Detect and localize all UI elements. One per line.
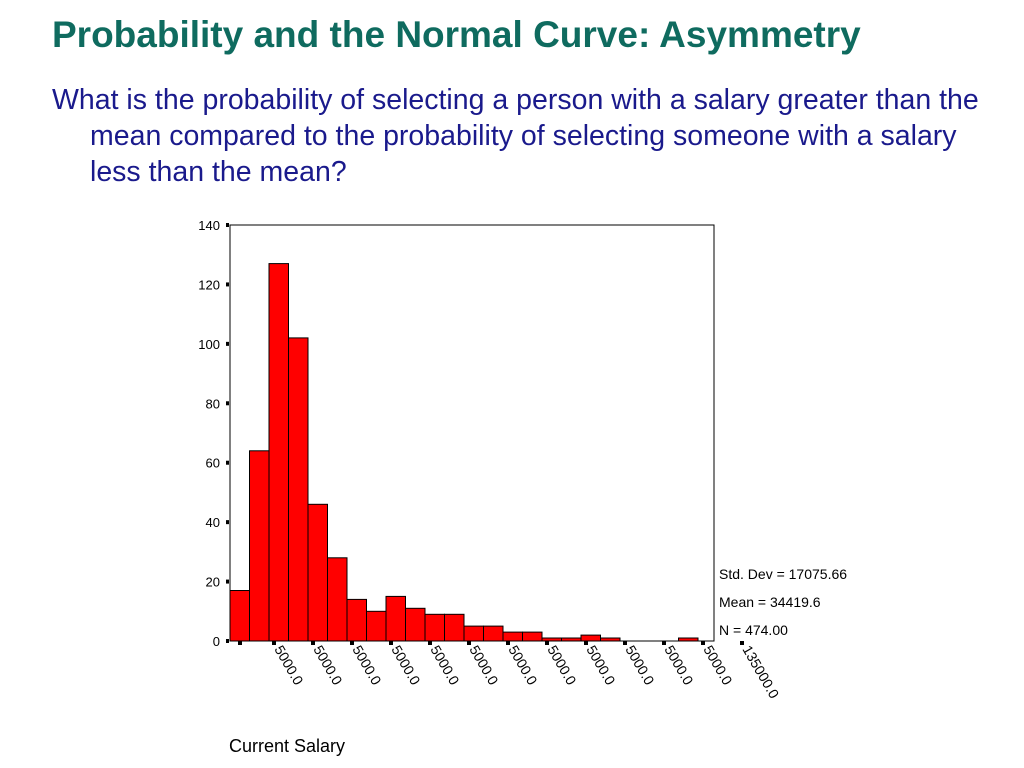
stats-box: Std. Dev = 17075.66 Mean = 34419.6 N = 4… (719, 565, 847, 649)
y-tick-label: 60 (206, 456, 220, 471)
question-text: What is the probability of selecting a p… (52, 84, 979, 188)
stat-std-dev: Std. Dev = 17075.66 (719, 566, 848, 582)
x-tick-mark (623, 641, 627, 645)
histogram-bar (561, 637, 582, 642)
x-tick-label: 5000.0 (427, 643, 462, 688)
y-tick-label: 80 (206, 396, 220, 411)
y-tick-label: 0 (213, 634, 220, 649)
x-tick-label: 5000.0 (388, 643, 423, 688)
stat-mean: Mean = 34419.6 (719, 594, 821, 610)
x-tick-label: 5000.0 (505, 643, 540, 688)
x-tick-mark (584, 641, 588, 645)
x-tick-label: 5000.0 (700, 643, 735, 688)
histogram-bar (424, 613, 445, 642)
histogram-bar (288, 337, 309, 642)
y-tick-label: 40 (206, 515, 220, 530)
histogram-bar (678, 637, 699, 642)
histogram-bar (249, 450, 270, 642)
histogram-bar (385, 595, 406, 642)
histogram-bar (444, 613, 465, 642)
histogram-bar (268, 263, 289, 642)
x-tick-mark (740, 641, 744, 645)
x-tick-label: 135000.0 (739, 643, 782, 702)
x-tick-mark (467, 641, 471, 645)
y-tick-mark (226, 460, 229, 465)
y-tick-mark (226, 579, 229, 584)
x-tick-mark (428, 641, 432, 645)
y-tick-mark (226, 401, 229, 406)
x-tick-mark (272, 641, 276, 645)
histogram-bar (541, 637, 562, 642)
histogram-bar (580, 634, 601, 642)
histogram-bar (327, 557, 348, 642)
histogram-bar (366, 610, 387, 642)
x-tick-label: 5000.0 (544, 643, 579, 688)
x-tick-mark (389, 641, 393, 645)
x-tick-label: 5000.0 (310, 643, 345, 688)
y-tick-label: 100 (198, 337, 220, 352)
y-tick-mark (226, 639, 229, 643)
x-tick-label: 5000.0 (583, 643, 618, 688)
y-tick-mark (226, 520, 229, 525)
x-tick-mark (506, 641, 510, 645)
x-tick-label: 5000.0 (661, 643, 696, 688)
x-tick-mark (545, 641, 549, 645)
x-tick-mark (662, 641, 666, 645)
slide-title: Probability and the Normal Curve: Asymme… (52, 14, 861, 55)
y-tick-mark (226, 341, 229, 346)
y-tick-mark (226, 223, 229, 227)
y-tick-mark (226, 282, 229, 287)
histogram-bar (502, 631, 523, 642)
histogram-bar (307, 503, 328, 642)
y-tick-label: 20 (206, 575, 220, 590)
histogram-bar (483, 625, 504, 642)
x-tick-label: 5000.0 (349, 643, 384, 688)
histogram-bar (463, 625, 484, 642)
x-axis-title: Current Salary (229, 736, 346, 756)
histogram-bar (405, 607, 426, 642)
x-tick-label: 5000.0 (466, 643, 501, 688)
x-tick-mark (701, 641, 705, 645)
histogram-bar (346, 598, 367, 642)
stat-n: N = 474.00 (719, 622, 788, 638)
y-tick-label: 140 (198, 218, 220, 233)
y-tick-label: 120 (198, 277, 220, 292)
histogram-bar (522, 631, 543, 642)
x-tick-mark (238, 641, 242, 645)
x-tick-label: 5000.0 (271, 643, 306, 688)
histogram-bar (600, 637, 621, 642)
x-tick-mark (350, 641, 354, 645)
histogram-bar (229, 590, 250, 642)
x-tick-mark (311, 641, 315, 645)
x-tick-label: 5000.0 (622, 643, 657, 688)
